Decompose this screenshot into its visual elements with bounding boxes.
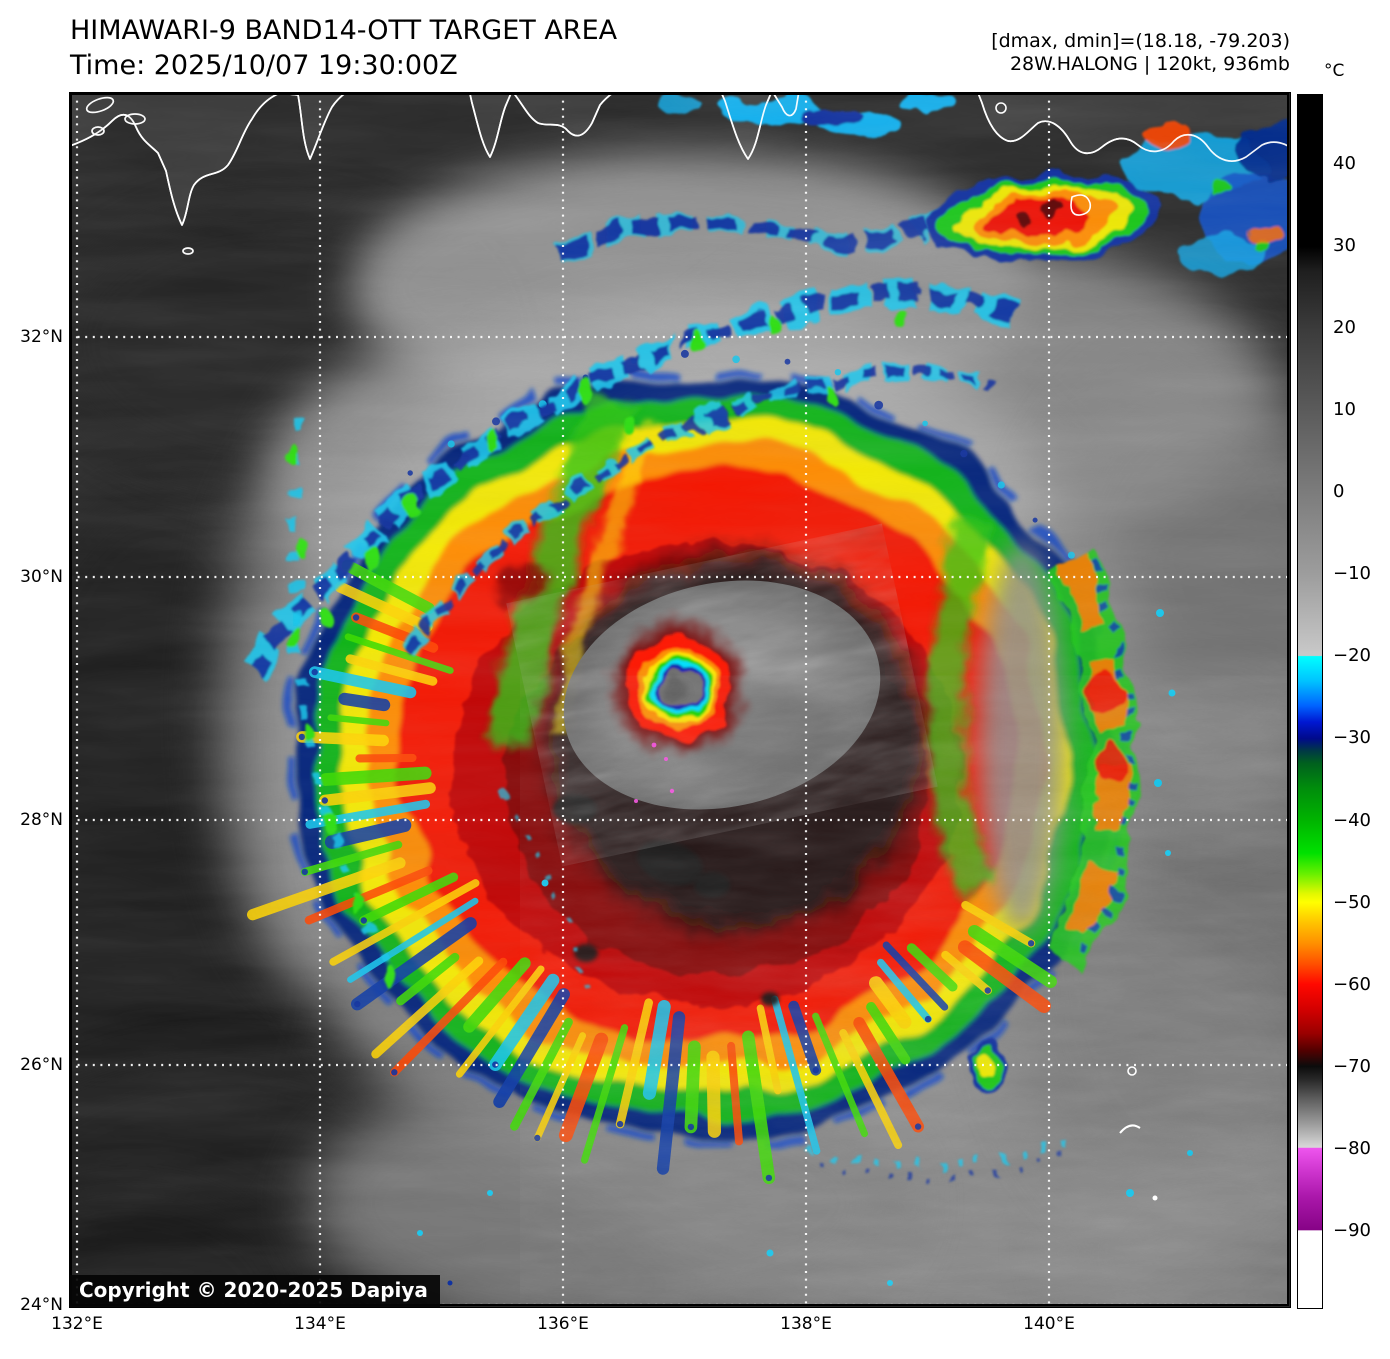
page-title: HIMAWARI-9 BAND14-OTT TARGET AREA	[70, 15, 618, 46]
x-tick-label: 138°E	[780, 1314, 832, 1334]
colorbar-tick-label: −40	[1333, 809, 1371, 831]
dmax-dmin-label: [dmax, dmin]=(18.18, -79.203)	[991, 30, 1290, 52]
colorbar-tick-label: −20	[1333, 645, 1371, 667]
cirrus-texture-se	[590, 733, 1289, 1306]
y-tick-label: 24°N	[20, 1295, 63, 1315]
y-tick-label: 32°N	[20, 327, 63, 347]
x-tick-label: 134°E	[294, 1314, 346, 1334]
colorbar	[1297, 94, 1323, 1309]
y-tick-label: 30°N	[20, 567, 63, 587]
y-tick-label: 26°N	[20, 1055, 63, 1075]
map-border	[70, 93, 1289, 1306]
colorbar-tick-label: −70	[1333, 1055, 1371, 1077]
time-label: Time: 2025/10/07 19:30:00Z	[70, 50, 458, 81]
island-outlines	[995, 102, 1158, 1201]
colorbar-tick-label: −10	[1333, 563, 1371, 585]
header-info: [dmax, dmin]=(18.18, -79.203) 28W.HALONG…	[991, 30, 1290, 76]
x-tick-label: 132°E	[51, 1314, 103, 1334]
x-tick-label: 140°E	[1023, 1314, 1075, 1334]
colorbar-tick-label: −30	[1333, 727, 1371, 749]
colorbar-tick-label: 30	[1333, 234, 1356, 256]
y-tick-label: 28°N	[20, 810, 63, 830]
colorbar-tick-label: 10	[1333, 399, 1356, 421]
colorbar-tick-label: 0	[1333, 481, 1345, 503]
x-tick-label: 136°E	[537, 1314, 589, 1334]
colorbar-tick-label: −90	[1333, 1220, 1371, 1241]
colorbar-tick-label: −60	[1333, 973, 1371, 995]
storm-info-label: 28W.HALONG | 120kt, 936mb	[1009, 53, 1290, 75]
copyright-notice: Copyright © 2020-2025 Dapiya	[70, 1275, 440, 1307]
satellite-image	[70, 93, 1289, 1306]
colorbar-tick-label: 20	[1333, 316, 1356, 338]
satellite-map: Copyright © 2020-2025 Dapiya	[69, 92, 1291, 1308]
colorbar-unit-label: °C	[1324, 61, 1345, 81]
colorbar-tick-label: 40	[1333, 152, 1356, 174]
colorbar-tick-label: −80	[1333, 1137, 1371, 1159]
colorbar-tick-label: −50	[1333, 891, 1371, 913]
